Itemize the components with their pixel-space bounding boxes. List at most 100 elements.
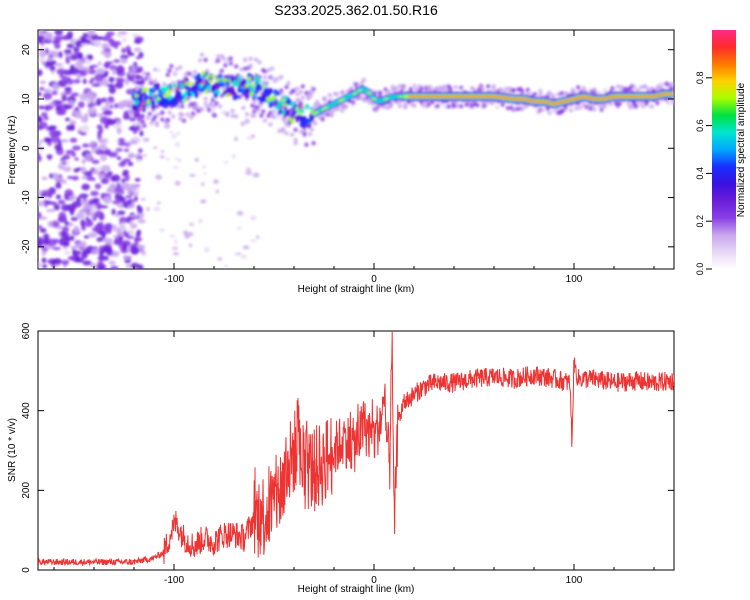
heatmap-cell	[55, 182, 62, 189]
heatmap-cell	[39, 50, 47, 58]
heatmap-cell	[309, 108, 314, 113]
heatmap-cell	[230, 77, 235, 82]
heatmap-cell	[69, 64, 75, 71]
heatmap-cell	[545, 106, 550, 111]
heatmap-cell	[130, 246, 140, 255]
heatmap-cell	[79, 93, 88, 101]
heatmap-cell	[100, 165, 111, 172]
heatmap-cell	[139, 130, 144, 137]
snr-x-axis-label: Height of straight line (km)	[298, 584, 415, 595]
heatmap-cell	[69, 137, 78, 143]
heatmap-cell	[55, 194, 62, 200]
heatmap-cell	[221, 56, 226, 61]
heatmap-cell	[123, 148, 130, 152]
heatmap-cell	[453, 84, 458, 90]
heatmap-cell	[215, 78, 221, 83]
colorbar-tick-label: 0.2	[695, 215, 705, 228]
heatmap-cell	[103, 228, 112, 235]
snr-y-tick-label: 0	[21, 567, 32, 573]
heatmap-cell	[178, 65, 183, 70]
heatmap-cell	[302, 122, 307, 126]
heatmap-cell	[322, 96, 327, 102]
heatmap-cell	[244, 86, 249, 93]
heatmap-cell	[139, 107, 144, 110]
heatmap-cell	[61, 226, 70, 233]
heatmap-cell	[251, 95, 257, 98]
heatmap-cell	[42, 264, 48, 269]
heatmap-cell	[187, 93, 192, 98]
heatmap-cell	[103, 62, 111, 69]
heatmap-cell	[96, 166, 102, 172]
heatmap-cell	[131, 64, 136, 73]
heatmap-cell	[219, 93, 224, 98]
heatmap-cell	[133, 47, 142, 52]
heatmap-cell	[374, 107, 379, 113]
heatmap-cell	[217, 257, 223, 261]
heatmap-cell	[132, 128, 138, 135]
heatmap-cell	[90, 262, 97, 269]
heatmap-cell	[203, 96, 208, 101]
heatmap-cell	[116, 33, 123, 38]
heatmap-cell	[293, 137, 298, 143]
heatmap-cell	[140, 114, 145, 119]
heatmap-cell	[525, 91, 530, 96]
heatmap-cell	[247, 76, 252, 81]
heatmap-cell	[142, 137, 150, 142]
heatmap-cell	[151, 87, 156, 91]
heatmap-cell	[122, 243, 128, 251]
heatmap-cell	[270, 66, 275, 71]
heatmap-cell	[511, 88, 516, 93]
heatmap-cell	[325, 112, 331, 117]
heatmap-cell	[174, 239, 178, 245]
heatmap-cell	[58, 211, 67, 220]
heatmap-cell	[249, 239, 257, 243]
heatmap-cell	[453, 99, 458, 105]
heatmap-cell	[57, 178, 64, 182]
heatmap-cell	[91, 227, 101, 232]
heatmap-cell	[47, 154, 52, 161]
heatmap-cell	[56, 68, 66, 75]
heatmap-cell	[252, 113, 257, 118]
heatmap-cell	[122, 255, 131, 261]
heatmap-cell	[208, 102, 214, 107]
heatmap-cell	[39, 216, 48, 220]
heatmap-cell	[64, 87, 72, 91]
heatmap-cell	[244, 84, 249, 88]
heatmap-cell	[201, 70, 206, 75]
heatmap-cell	[190, 73, 196, 79]
heatmap-cell	[504, 86, 509, 91]
heatmap-cell	[180, 112, 185, 117]
heatmap-cell	[67, 203, 77, 212]
heatmap-cell	[435, 103, 440, 109]
heatmap-cell	[270, 75, 275, 81]
heatmap-cell	[55, 110, 66, 116]
spectrogram-x-tick-label: -100	[164, 274, 184, 285]
heatmap-cell	[143, 87, 149, 92]
heatmap-cell	[63, 250, 71, 255]
heatmap-cell	[121, 222, 126, 229]
heatmap-cell	[459, 104, 464, 109]
heatmap-cell	[39, 139, 44, 143]
heatmap-cell	[237, 75, 242, 82]
heatmap-cell	[547, 90, 552, 96]
heatmap-cell	[189, 81, 194, 86]
heatmap-cell	[244, 112, 250, 117]
heatmap-cell	[176, 104, 181, 109]
heatmap-cell	[147, 76, 152, 81]
heatmap-cell	[223, 161, 229, 164]
heatmap-cell	[172, 165, 179, 169]
heatmap-cell	[65, 56, 71, 65]
heatmap-cell	[282, 118, 287, 124]
heatmap-cell	[98, 249, 105, 257]
heatmap-cell	[658, 81, 664, 87]
heatmap-cell	[520, 106, 525, 111]
heatmap-cell	[165, 157, 170, 161]
heatmap-cell	[223, 78, 228, 82]
heatmap-cell	[179, 95, 185, 100]
heatmap-cell	[174, 157, 178, 160]
heatmap-cell	[136, 96, 141, 101]
heatmap-cell	[38, 262, 42, 268]
heatmap-cell	[211, 84, 216, 91]
heatmap-cell	[83, 112, 89, 121]
heatmap-cell	[233, 252, 240, 256]
